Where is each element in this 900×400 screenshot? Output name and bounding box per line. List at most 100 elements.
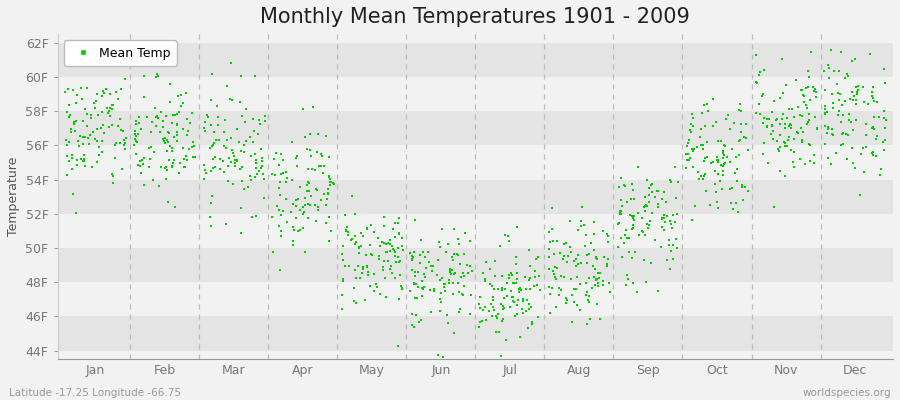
Point — [174, 92, 188, 98]
Point — [685, 146, 699, 152]
Point — [846, 127, 860, 133]
Point — [776, 110, 790, 117]
Point — [272, 184, 286, 191]
Point — [367, 271, 382, 278]
Point — [572, 307, 587, 313]
Point — [88, 136, 103, 142]
Point — [105, 122, 120, 128]
Point — [454, 274, 468, 280]
Point — [203, 168, 218, 174]
Point — [619, 199, 634, 205]
Point — [423, 287, 437, 294]
Point — [464, 268, 479, 274]
Point — [274, 151, 288, 157]
Point — [836, 111, 850, 118]
Point — [170, 129, 184, 136]
Title: Monthly Mean Temperatures 1901 - 2009: Monthly Mean Temperatures 1901 - 2009 — [260, 7, 690, 27]
Point — [486, 307, 500, 314]
Point — [517, 296, 531, 302]
Point — [756, 140, 770, 146]
Point — [859, 132, 873, 138]
Point — [681, 140, 696, 146]
Point — [324, 179, 338, 186]
Bar — [58, 111, 893, 145]
Point — [418, 254, 432, 260]
Point — [554, 272, 568, 279]
Point — [106, 180, 121, 186]
Point — [631, 209, 645, 216]
Point — [479, 316, 493, 323]
Point — [728, 170, 742, 176]
Point — [238, 106, 253, 112]
Point — [825, 90, 840, 97]
Point — [831, 112, 845, 118]
Point — [664, 179, 679, 185]
Point — [363, 283, 377, 289]
Point — [275, 156, 290, 163]
Point — [176, 126, 190, 132]
Point — [710, 157, 724, 164]
Point — [683, 127, 698, 133]
Point — [770, 116, 785, 122]
Point — [490, 315, 504, 322]
Point — [478, 304, 492, 310]
Point — [97, 130, 112, 136]
Point — [613, 208, 627, 215]
Point — [219, 145, 233, 151]
Point — [172, 170, 186, 176]
Point — [450, 251, 464, 258]
Point — [148, 74, 163, 81]
Point — [285, 177, 300, 183]
Point — [711, 138, 725, 144]
Point — [58, 88, 72, 95]
Point — [603, 289, 617, 296]
Point — [404, 310, 419, 317]
Point — [320, 196, 335, 202]
Point — [843, 119, 858, 126]
Point — [838, 74, 852, 81]
Point — [476, 270, 491, 276]
Point — [636, 204, 651, 210]
Point — [618, 182, 633, 189]
Point — [772, 148, 787, 155]
Point — [686, 148, 700, 154]
Point — [778, 140, 793, 146]
Point — [321, 174, 336, 180]
Point — [660, 256, 674, 263]
Point — [275, 170, 290, 176]
Point — [178, 153, 193, 160]
Point — [781, 133, 796, 140]
Point — [626, 214, 640, 221]
Point — [59, 153, 74, 160]
Point — [394, 282, 409, 289]
Point — [165, 145, 179, 152]
Point — [643, 218, 657, 224]
Point — [694, 173, 708, 179]
Point — [486, 293, 500, 300]
Point — [554, 287, 569, 294]
Point — [724, 146, 739, 152]
Point — [392, 258, 407, 264]
Point — [451, 236, 465, 242]
Point — [635, 228, 650, 235]
Point — [664, 221, 679, 228]
Point — [796, 92, 811, 99]
Point — [272, 207, 286, 213]
Point — [228, 157, 242, 163]
Point — [799, 102, 814, 108]
Point — [250, 171, 265, 178]
Point — [697, 142, 711, 148]
Point — [417, 284, 431, 291]
Point — [441, 320, 455, 326]
Point — [380, 249, 394, 255]
Point — [850, 87, 865, 94]
Point — [669, 195, 683, 202]
Point — [647, 236, 662, 243]
Point — [496, 306, 510, 312]
Point — [817, 68, 832, 74]
Point — [482, 308, 497, 314]
Point — [234, 204, 248, 211]
Point — [638, 202, 652, 209]
Point — [842, 96, 857, 103]
Point — [589, 276, 603, 282]
